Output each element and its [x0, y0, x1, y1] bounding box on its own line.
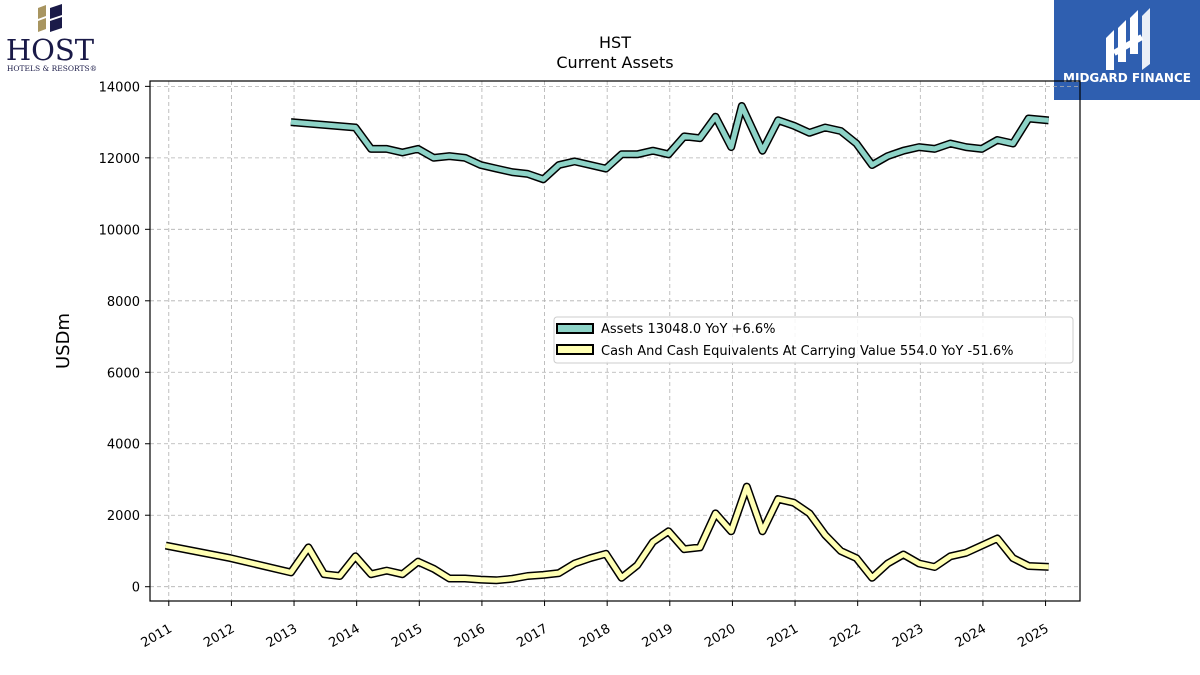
y-tick-label: 6000 — [107, 366, 140, 381]
y-tick-label: 0 — [132, 581, 140, 596]
midgard-finance-logo: MIDGARD FINANCE — [1054, 0, 1200, 100]
host-logo-wordmark: HOST — [6, 33, 95, 67]
x-tick-label: 2011 — [139, 621, 175, 651]
y-tick-label: 14000 — [99, 80, 140, 95]
legend-swatch-assets — [556, 323, 594, 334]
x-tick-label: 2025 — [1015, 621, 1051, 651]
midgard-logo-wordmark: MIDGARD FINANCE — [1063, 71, 1191, 85]
y-tick-label: 10000 — [99, 223, 140, 238]
plot-area-frame — [149, 80, 1081, 602]
host-logo: HOST HOTELS & RESORTS® — [0, 0, 110, 80]
series-layer — [164, 102, 1050, 585]
x-tick-label: 2013 — [264, 621, 300, 651]
chart-subtitle: Current Assets — [556, 53, 673, 72]
x-axis: 2011 2012 2013 2014 2015 2016 2017 2018 2019 2020… — [139, 601, 1052, 651]
chart-title: HST — [599, 33, 631, 52]
x-tick-label: 2014 — [327, 621, 363, 651]
series-line-assets — [290, 103, 1049, 182]
x-tick-label: 2012 — [201, 621, 237, 651]
legend-box — [553, 316, 1074, 364]
x-tick-label: 2024 — [953, 621, 989, 651]
legend: Assets 13048.0 YoY +6.6% Cash And Cash E… — [553, 316, 1074, 364]
legend-entry-assets: Assets 13048.0 YoY +6.6% — [601, 322, 776, 337]
series-line-cash — [165, 484, 1049, 583]
host-logo-tagline: HOTELS & RESORTS® — [7, 64, 97, 73]
x-tick-label: 2019 — [640, 621, 676, 651]
y-tick-label: 4000 — [107, 438, 140, 453]
y-tick-label: 12000 — [99, 152, 140, 167]
host-logo-mark-icon — [38, 4, 62, 32]
x-tick-label: 2021 — [765, 621, 801, 651]
y-axis: 0 2000 4000 6000 8000 10000 12000 14000 — [99, 80, 150, 596]
x-tick-label: 2017 — [514, 621, 550, 651]
x-tick-label: 2015 — [389, 621, 425, 651]
y-tick-label: 8000 — [107, 295, 140, 310]
x-tick-label: 2016 — [452, 621, 488, 651]
x-tick-label: 2023 — [890, 621, 926, 651]
grid — [150, 81, 1080, 601]
x-tick-label: 2018 — [577, 621, 613, 651]
legend-entry-cash: Cash And Cash Equivalents At Carrying Va… — [601, 344, 1013, 359]
x-tick-label: 2020 — [702, 621, 738, 651]
midgard-logo-mark-icon — [1106, 8, 1150, 70]
y-axis-label: USDm — [53, 313, 74, 369]
y-tick-label: 2000 — [107, 509, 140, 524]
x-tick-label: 2022 — [828, 621, 864, 651]
legend-swatch-cash — [556, 344, 594, 355]
